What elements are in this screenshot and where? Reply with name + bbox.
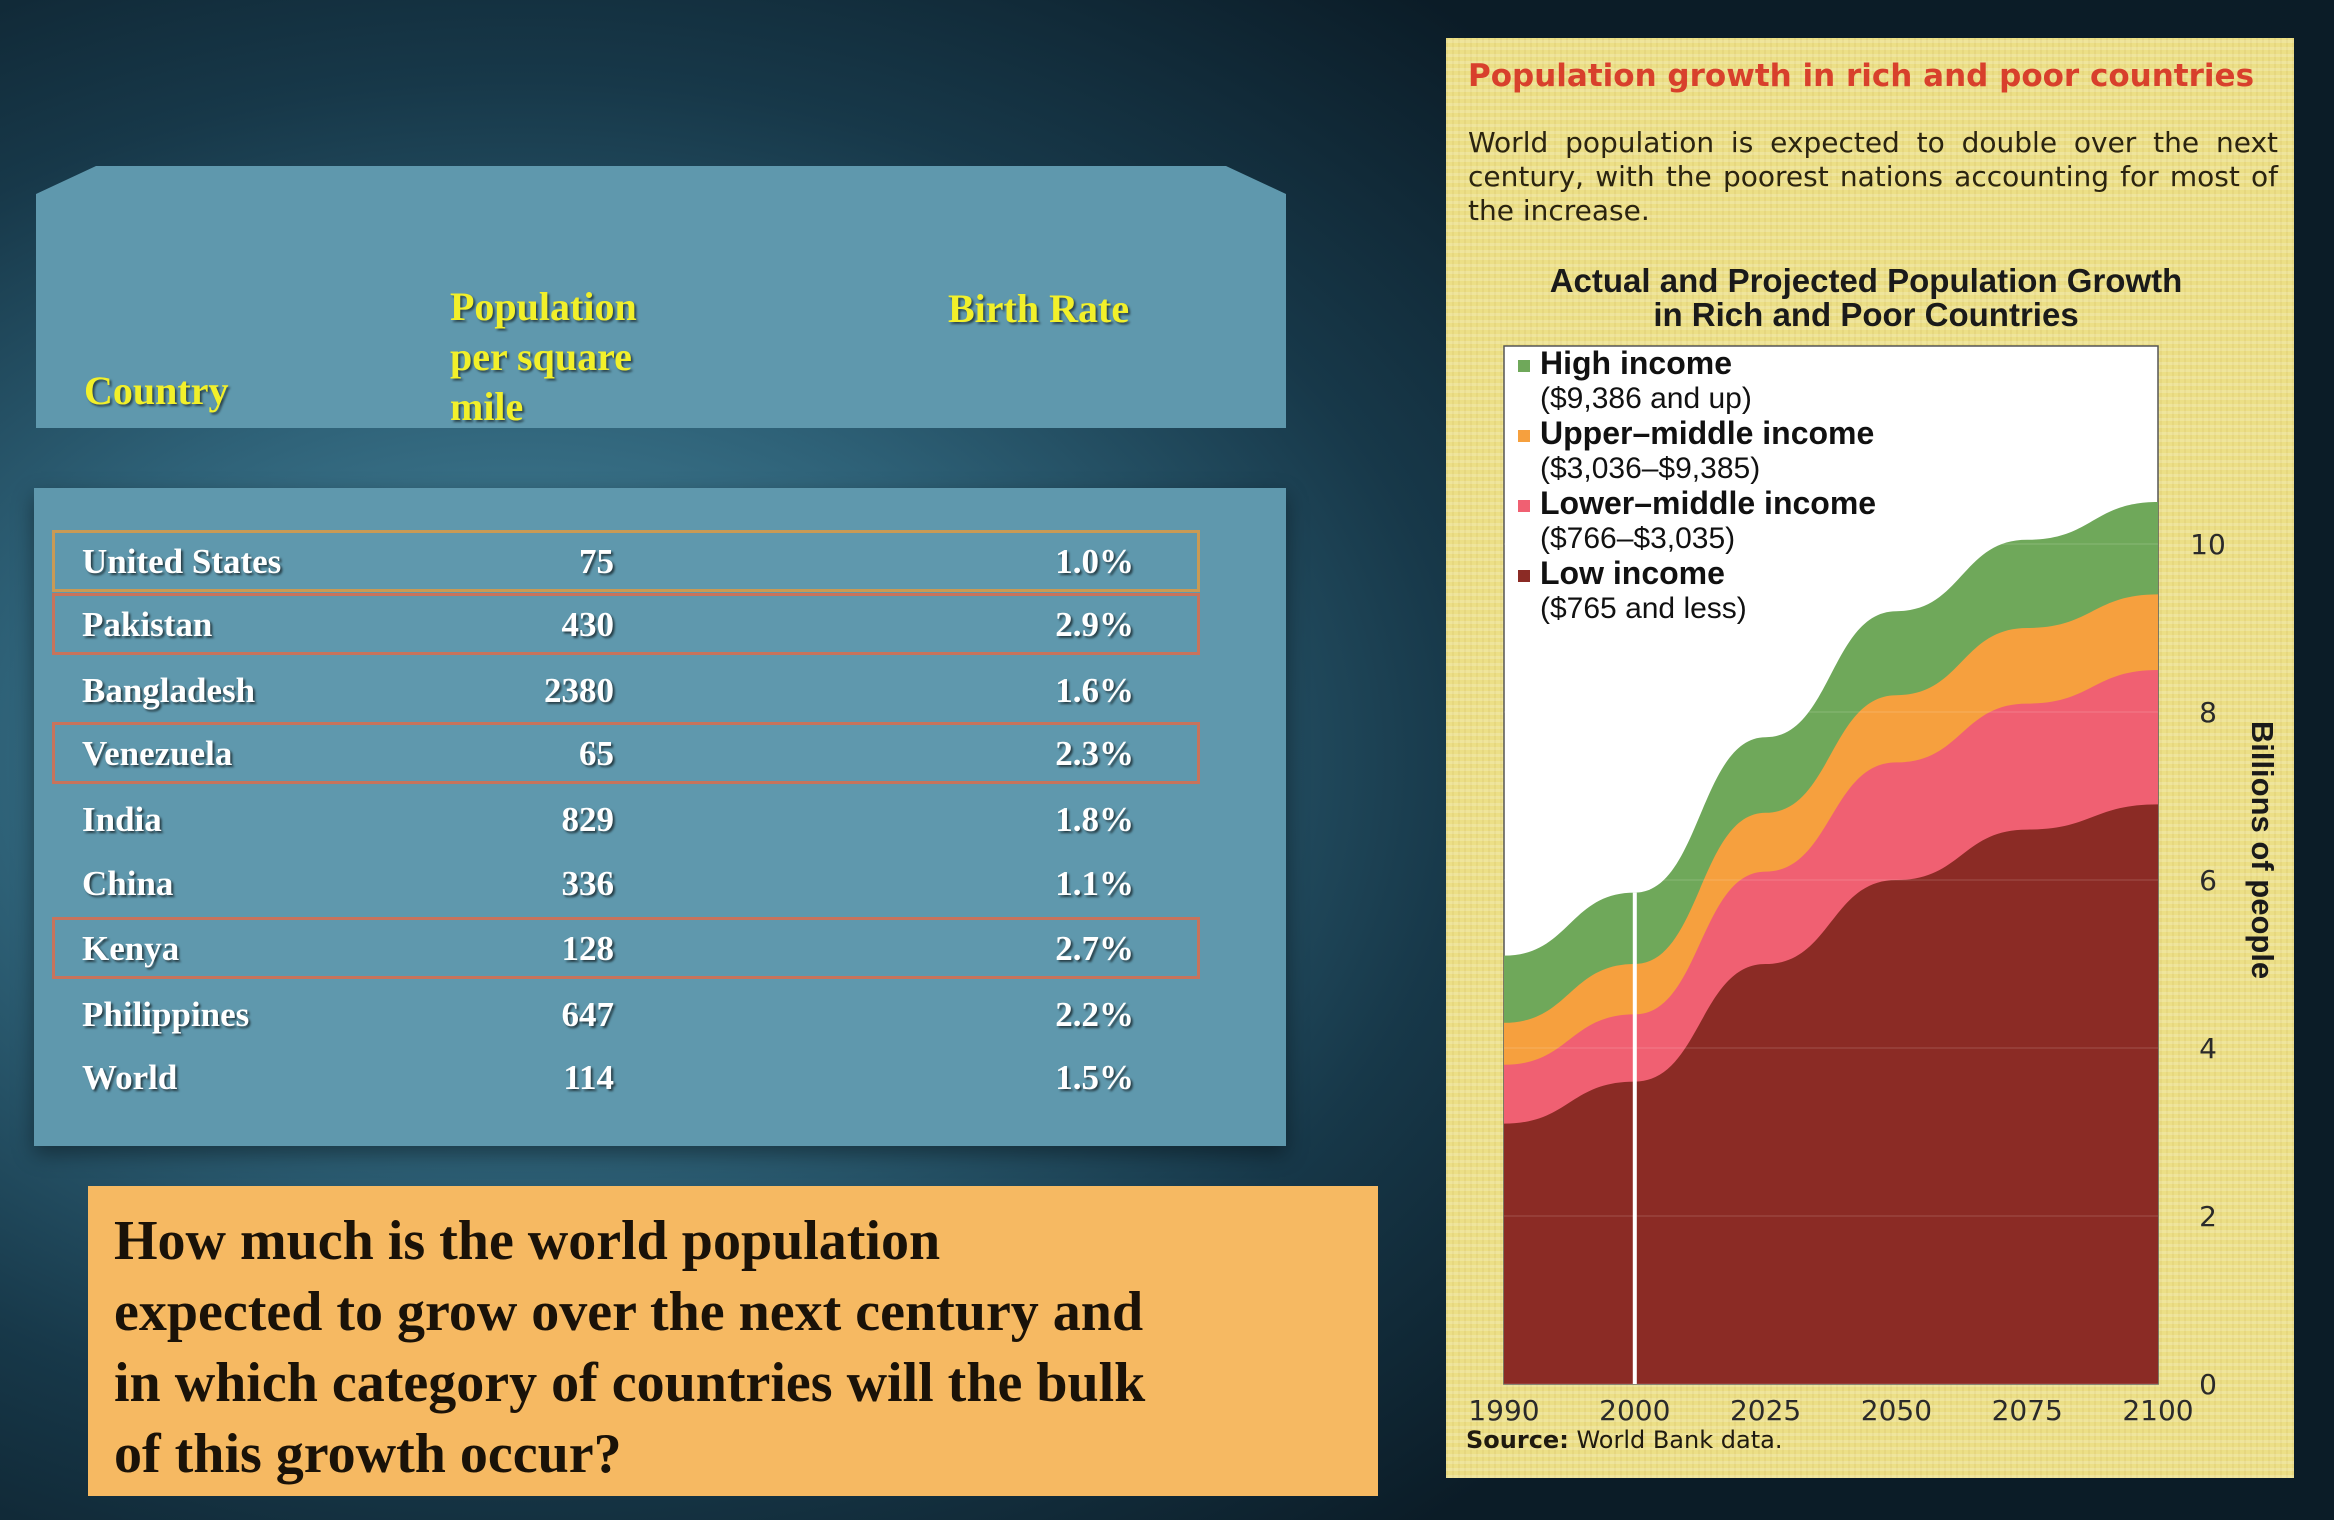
legend-series-name: Low income — [1540, 555, 1725, 591]
birth-rate-cell: 1.5% — [1055, 1058, 1134, 1097]
legend-swatch — [1518, 570, 1530, 582]
highlight-box — [52, 722, 1200, 784]
birth-rate-cell: 1.1% — [1055, 864, 1134, 903]
country-cell: Pakistan — [82, 605, 213, 644]
country-cell: Kenya — [82, 929, 180, 968]
y-tick-label: 2 — [2199, 1200, 2217, 1233]
question-line: of this growth occur? — [114, 1423, 622, 1485]
table-row: Venezuela 65 2.3% — [34, 722, 1286, 784]
highlight-box — [52, 530, 1200, 592]
birth-rate-cell: 2.2% — [1055, 995, 1134, 1034]
x-tick-label: 2050 — [1861, 1394, 1932, 1427]
population-cell: 829 — [561, 800, 615, 839]
country-cell: Philippines — [82, 995, 250, 1034]
y-tick-label: 6 — [2199, 864, 2217, 897]
chart-title-line: in Rich and Poor Countries — [1653, 296, 2079, 333]
figure-description: World population is expected to double o… — [1468, 126, 2278, 227]
question-box: How much is the world population expecte… — [88, 1186, 1378, 1496]
y-tick-label: 0 — [2199, 1368, 2217, 1401]
table-row: India 829 1.8% — [34, 790, 1286, 850]
table-row: Philippines 647 2.2% — [34, 985, 1286, 1045]
table-body-panel: United States 75 1.0% Pakistan 430 2.9% … — [34, 488, 1286, 1146]
population-cell: 430 — [561, 605, 615, 644]
legend-series-name: High income — [1540, 345, 1732, 381]
country-cell: India — [82, 800, 162, 839]
column-header-birth-rate: Birth Rate — [948, 286, 1130, 331]
country-cell: United States — [82, 542, 282, 581]
legend-swatch — [1518, 360, 1530, 372]
area-low-income — [1504, 804, 2158, 1384]
chart-title: Actual and Projected Population Growth i… — [1466, 264, 2266, 332]
population-cell: 336 — [561, 864, 615, 903]
table-row: United States 75 1.0% — [34, 530, 1286, 592]
x-tick-label: 2000 — [1599, 1394, 1670, 1427]
x-tick-label: 2100 — [2122, 1394, 2193, 1427]
birth-rate-cell: 2.3% — [1055, 734, 1134, 773]
legend-series-detail: ($765 and less) — [1540, 592, 1747, 625]
x-tick-label: 2075 — [1992, 1394, 2063, 1427]
x-tick-label: 1990 — [1468, 1394, 1539, 1427]
x-tick-label: 2025 — [1730, 1394, 1801, 1427]
legend-series-name: Lower–middle income — [1540, 485, 1876, 521]
column-header-country: Country — [84, 368, 229, 413]
figure-panel: Population growth in rich and poor count… — [1446, 38, 2294, 1478]
legend-series-detail: ($9,386 and up) — [1540, 382, 1752, 415]
legend-series-detail: ($3,036–$9,385) — [1540, 452, 1760, 485]
population-cell: 128 — [561, 929, 615, 968]
column-header-population: Population per square mile — [450, 282, 637, 429]
population-cell: 647 — [561, 995, 615, 1034]
country-cell: Venezuela — [82, 734, 233, 773]
chart-title-line: Actual and Projected Population Growth — [1549, 262, 2183, 299]
population-header-line: mile — [450, 384, 524, 429]
country-cell: World — [82, 1058, 178, 1097]
figure-title: Population growth in rich and poor count… — [1468, 58, 2255, 94]
question-line: expected to grow over the next century a… — [114, 1281, 1144, 1343]
birth-rate-cell: 1.8% — [1055, 800, 1134, 839]
highlight-box — [52, 917, 1200, 979]
question-line: in which category of countries will the … — [114, 1352, 1146, 1414]
table-row: Pakistan 430 2.9% — [34, 593, 1286, 655]
legend-series-name: Upper–middle income — [1540, 415, 1874, 451]
birth-rate-cell: 1.0% — [1055, 542, 1134, 581]
population-cell: 65 — [579, 734, 614, 773]
question-line: How much is the world population — [114, 1210, 941, 1272]
y-tick-label: 10 — [2190, 528, 2226, 561]
highlight-box — [52, 593, 1200, 655]
legend-swatch — [1518, 500, 1530, 512]
birth-rate-cell: 2.7% — [1055, 929, 1134, 968]
country-cell: Bangladesh — [82, 671, 256, 710]
population-cell: 2380 — [544, 671, 614, 710]
birth-rate-cell: 2.9% — [1055, 605, 1134, 644]
birth-rate-cell: 1.6% — [1055, 671, 1134, 710]
population-cell: 114 — [563, 1058, 614, 1097]
table-row: Bangladesh 2380 1.6% — [34, 661, 1286, 721]
y-tick-label: 4 — [2199, 1032, 2217, 1065]
source-text: World Bank data. — [1576, 1426, 1783, 1454]
source-line: Source: World Bank data. — [1466, 1426, 1782, 1454]
legend-swatch — [1518, 430, 1530, 442]
table-row: Kenya 128 2.7% — [34, 917, 1286, 979]
population-cell: 75 — [579, 542, 614, 581]
y-axis-label: Billions of people — [2245, 721, 2280, 979]
table-row: China 336 1.1% — [34, 854, 1286, 914]
source-label: Source: — [1466, 1426, 1569, 1454]
population-header-line: per square — [450, 334, 632, 379]
country-cell: China — [82, 864, 174, 903]
table-row: World 114 1.5% — [34, 1048, 1286, 1108]
population-header-line: Population — [450, 284, 637, 329]
legend-series-detail: ($766–$3,035) — [1540, 522, 1735, 555]
y-tick-label: 8 — [2199, 696, 2217, 729]
table-header-panel: Country Population per square mile Birth… — [36, 166, 1286, 428]
